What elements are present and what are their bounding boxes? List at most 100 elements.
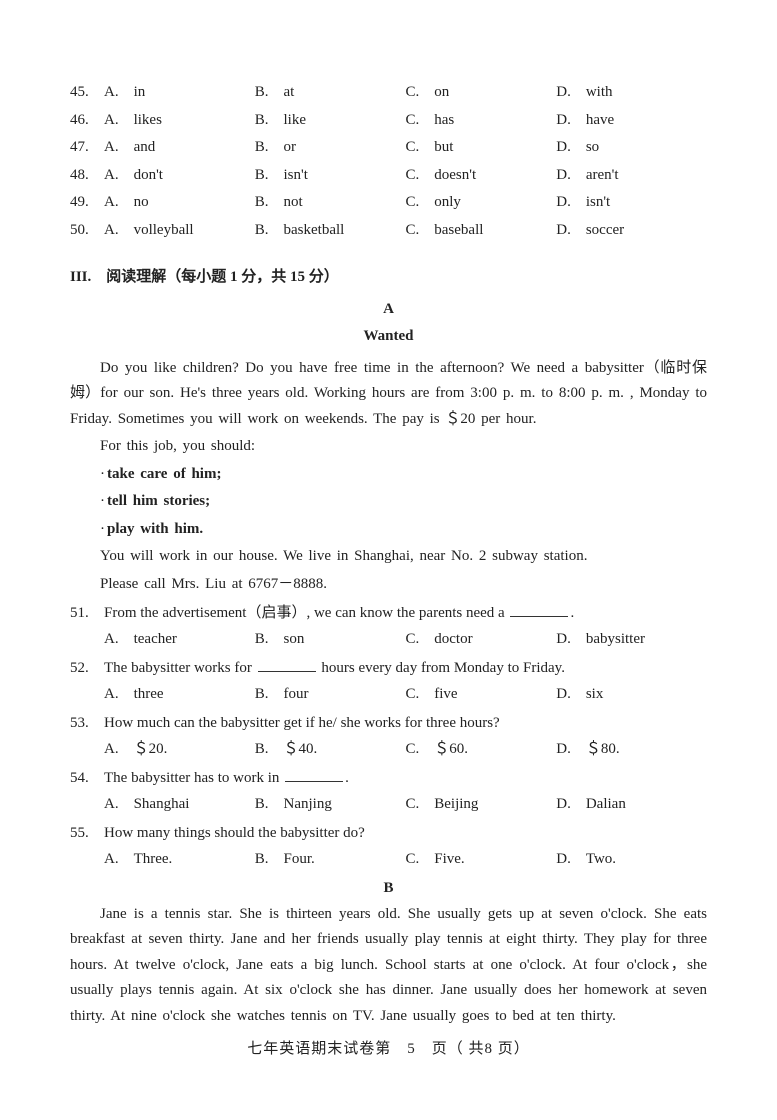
mc-row: 47. A. and B. or C. but D. so [70, 135, 707, 161]
opt-b: B. ＄40. [255, 737, 406, 763]
question-text: How many things should the babysitter do… [104, 821, 365, 847]
question-stem: 55. How many things should the babysitte… [70, 821, 707, 847]
question-number: 51. [70, 601, 104, 627]
opt-d: D. Dalian [556, 792, 707, 818]
mc-opt-d: D. have [556, 108, 707, 134]
question-options: A. teacher B. son C. doctor D. babysitte… [70, 627, 707, 653]
mc-opt-c: C. on [406, 80, 557, 106]
mc-opt-d: D. with [556, 80, 707, 106]
question-text: The babysitter works for hours every day… [104, 656, 565, 682]
passage-paragraph: You will work in our house. We live in S… [70, 544, 707, 570]
mc-opt-c: C. doesn't [406, 163, 557, 189]
question-number: 53. [70, 711, 104, 737]
mc-opt-b: B. not [255, 190, 406, 216]
opt-a: A. Three. [104, 847, 255, 873]
question-text: The babysitter has to work in . [104, 766, 349, 792]
fill-blank [510, 603, 568, 618]
opt-d: D. six [556, 682, 707, 708]
opt-b: B. Four. [255, 847, 406, 873]
question-stem: 51. From the advertisement（启事）, we can k… [70, 601, 707, 627]
mc-opt-d: D. so [556, 135, 707, 161]
bullet-text: play with him. [107, 521, 203, 537]
mc-opt-d: D. soccer [556, 218, 707, 244]
mc-row: 49. A. no B. not C. only D. isn't [70, 190, 707, 216]
question-number: 54. [70, 766, 104, 792]
mc-num: 50. [70, 218, 104, 244]
mc-opt-a: A. don't [104, 163, 255, 189]
question-stem: 54. The babysitter has to work in . [70, 766, 707, 792]
mc-row: 48. A. don't B. isn't C. doesn't D. aren… [70, 163, 707, 189]
mc-opt-a: A. and [104, 135, 255, 161]
mc-num: 47. [70, 135, 104, 161]
stem-pre: From the advertisement（启事）, we can know … [104, 605, 508, 621]
opt-a: A. Shanghai [104, 792, 255, 818]
section-roman: III. [70, 269, 91, 285]
mc-row: 45. A. in B. at C. on D. with [70, 80, 707, 106]
question-options: A. three B. four C. five D. six [70, 682, 707, 708]
mc-opt-c: C. but [406, 135, 557, 161]
mc-opt-c: C. baseball [406, 218, 557, 244]
question-stem: 53. How much can the babysitter get if h… [70, 711, 707, 737]
passage-bullet: ·play with him. [70, 517, 707, 543]
mc-row: 50. A. volleyball B. basketball C. baseb… [70, 218, 707, 244]
mc-opt-c: C. has [406, 108, 557, 134]
opt-b: B. son [255, 627, 406, 653]
mc-opt-a: A. volleyball [104, 218, 255, 244]
mc-opt-b: B. or [255, 135, 406, 161]
question-stem: 52. The babysitter works for hours every… [70, 656, 707, 682]
fill-blank [258, 658, 316, 673]
mc-opt-b: B. basketball [255, 218, 406, 244]
opt-b: B. four [255, 682, 406, 708]
opt-c: C. Beijing [406, 792, 557, 818]
stem-pre: The babysitter has to work in [104, 770, 283, 786]
bullet-text: tell him stories; [107, 493, 210, 509]
opt-b: B. Nanjing [255, 792, 406, 818]
mc-opt-d: D. isn't [556, 190, 707, 216]
bullet-text: take care of him; [107, 466, 221, 482]
passage-bullet: ·take care of him; [70, 462, 707, 488]
mc-opt-a: A. in [104, 80, 255, 106]
opt-d: D. Two. [556, 847, 707, 873]
opt-c: C. doctor [406, 627, 557, 653]
passage-paragraph: Do you like children? Do you have free t… [70, 356, 707, 433]
bullet-dot-icon: · [100, 521, 105, 537]
mc-opt-c: C. only [406, 190, 557, 216]
passage-paragraph: Please call Mrs. Liu at 6767－8888. [70, 572, 707, 598]
stem-post: . [570, 605, 574, 621]
question-number: 55. [70, 821, 104, 847]
stem-post: hours every day from Monday to Friday. [318, 660, 565, 676]
mc-num: 48. [70, 163, 104, 189]
mc-opt-b: B. like [255, 108, 406, 134]
mc-num: 49. [70, 190, 104, 216]
question-options: A. Three. B. Four. C. Five. D. Two. [70, 847, 707, 873]
part-a-label: A [70, 297, 707, 323]
mc-opt-b: B. isn't [255, 163, 406, 189]
passage-bullet: ·tell him stories; [70, 489, 707, 515]
passage-title: Wanted [70, 324, 707, 350]
question-options: A. ＄20. B. ＄40. C. ＄60. D. ＄80. [70, 737, 707, 763]
question-options: A. Shanghai B. Nanjing C. Beijing D. Dal… [70, 792, 707, 818]
opt-a: A. ＄20. [104, 737, 255, 763]
mc-num: 46. [70, 108, 104, 134]
question-number: 52. [70, 656, 104, 682]
passage-b: Jane is a tennis star. She is thirteen y… [70, 902, 707, 1030]
question-text: How much can the babysitter get if he/ s… [104, 711, 500, 737]
section-title: 阅读理解（每小题 1 分，共 15 分） [91, 269, 339, 285]
mc-opt-b: B. at [255, 80, 406, 106]
mc-block: 45. A. in B. at C. on D. with 46. A. lik… [70, 80, 707, 243]
opt-d: D. ＄80. [556, 737, 707, 763]
fill-blank [285, 768, 343, 783]
stem-pre: The babysitter works for [104, 660, 256, 676]
mc-num: 45. [70, 80, 104, 106]
bullet-dot-icon: · [100, 493, 105, 509]
opt-c: C. ＄60. [406, 737, 557, 763]
stem-post: . [345, 770, 349, 786]
passage-paragraph: For this job, you should: [70, 434, 707, 460]
bullet-dot-icon: · [100, 466, 105, 482]
opt-c: C. five [406, 682, 557, 708]
part-b-label: B [70, 876, 707, 902]
mc-opt-a: A. likes [104, 108, 255, 134]
opt-a: A. three [104, 682, 255, 708]
passage-a: Do you like children? Do you have free t… [70, 356, 707, 598]
opt-c: C. Five. [406, 847, 557, 873]
